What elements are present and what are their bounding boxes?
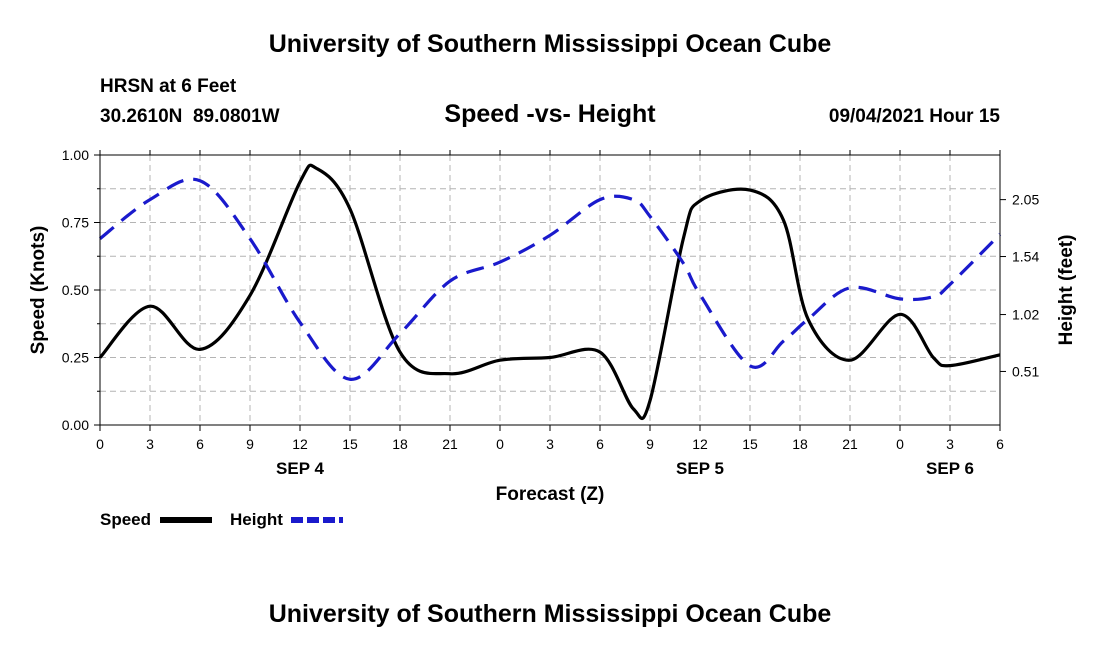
legend-label-height: Height [230, 510, 283, 529]
axis-labels: 0 3 6 9 12 15 18 21 0 3 6 9 12 15 18 21 0 3 6 SEP 4 SEP 5 SEP… [62, 147, 1040, 478]
date-label: SEP 4 [276, 459, 324, 478]
y-left-tick-label: 0.75 [62, 215, 89, 231]
y-left-tick-label: 0.25 [62, 350, 89, 366]
x-tick-label: 21 [842, 436, 858, 452]
date-label: SEP 5 [676, 459, 724, 478]
station-label: HRSN at 6 Feet [100, 76, 237, 97]
x-tick-label: 6 [196, 436, 204, 452]
y-axis-left-label: Speed (Knots) [28, 226, 49, 355]
y-left-tick-label: 0.00 [62, 417, 89, 433]
footer-title: University of Southern Mississippi Ocean… [268, 600, 832, 628]
y-left-tick-label: 1.00 [62, 147, 89, 163]
x-tick-label: 15 [342, 436, 358, 452]
series-line-speed [98, 163, 1001, 421]
x-tick-label: 3 [946, 436, 954, 452]
x-tick-label: 0 [896, 436, 904, 452]
x-tick-label: 12 [292, 436, 308, 452]
x-tick-label: 6 [996, 436, 1004, 452]
y-right-tick-label: 0.51 [1012, 363, 1039, 379]
x-tick-label: 18 [392, 436, 408, 452]
series-line-height [99, 177, 1002, 381]
x-tick-label: 18 [792, 436, 808, 452]
x-tick-label: 9 [246, 436, 254, 452]
y-left-tick-label: 0.50 [62, 282, 89, 298]
legend: Speed Height [100, 510, 343, 529]
timestamp-label: 09/04/2021 Hour 15 [828, 106, 1000, 127]
x-tick-label: 12 [692, 436, 708, 452]
x-tick-label: 3 [146, 436, 154, 452]
x-tick-label: 0 [96, 436, 104, 452]
y-axis-right-label: Height (feet) [1056, 235, 1077, 346]
x-tick-label: 21 [442, 436, 458, 452]
date-label: SEP 6 [926, 459, 974, 478]
legend-label-speed: Speed [100, 510, 151, 529]
y-right-tick-label: 1.54 [1012, 249, 1039, 265]
chart-series [98, 163, 1002, 421]
x-axis-label: Forecast (Z) [496, 484, 605, 505]
page-title: University of Southern Mississippi Ocean… [268, 30, 832, 58]
x-tick-label: 3 [546, 436, 554, 452]
plot-title: Speed -vs- Height [444, 100, 656, 128]
plot-frame [99, 154, 1001, 426]
y-right-tick-label: 2.05 [1012, 192, 1039, 208]
y-right-tick-label: 1.02 [1012, 307, 1039, 323]
x-tick-label: 9 [646, 436, 654, 452]
x-tick-label: 0 [496, 436, 504, 452]
coordinates-label: 30.2610N 89.0801W [100, 106, 280, 127]
x-tick-label: 6 [596, 436, 604, 452]
x-tick-label: 15 [742, 436, 758, 452]
